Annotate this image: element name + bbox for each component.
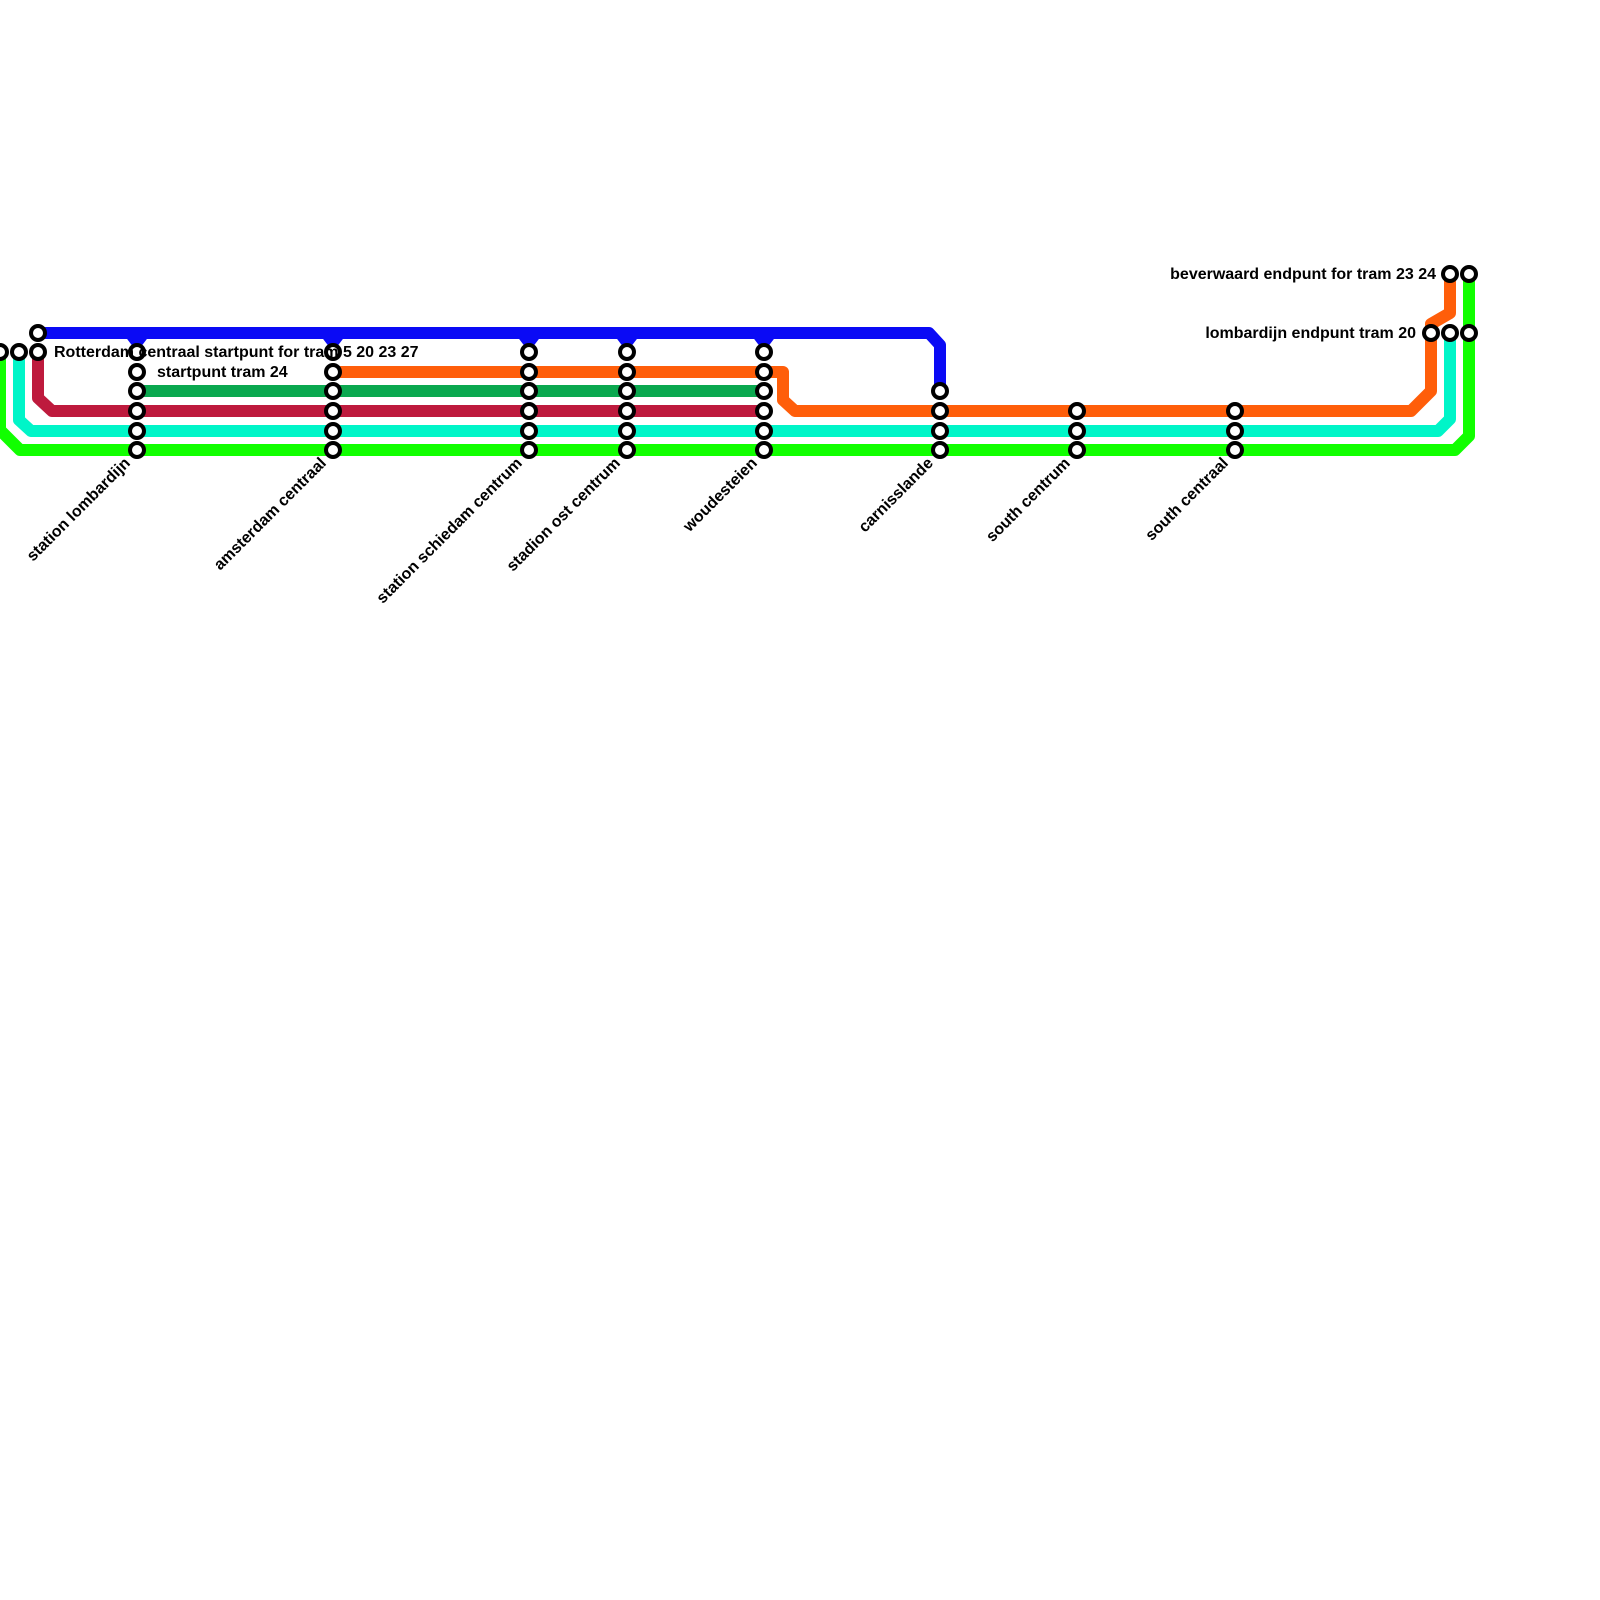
- terminal-label: lombardijn endpunt tram 20: [1205, 325, 1416, 342]
- station: [324, 441, 342, 459]
- lines: [0, 268, 1475, 456]
- station: [755, 402, 773, 420]
- line-blue: [32, 327, 946, 398]
- station: [324, 363, 342, 381]
- start-label: Rotterdam centraal startpunt for tram 5 …: [54, 344, 419, 361]
- station: [1068, 402, 1086, 420]
- start-label: startpunt tram 24: [157, 364, 288, 381]
- station: [1226, 402, 1244, 420]
- station: [1441, 324, 1459, 342]
- station: [1460, 324, 1478, 342]
- line-cyan: [13, 327, 1456, 437]
- station: [520, 343, 538, 361]
- station: [931, 441, 949, 459]
- station: [128, 402, 146, 420]
- station: [324, 422, 342, 440]
- station: [931, 422, 949, 440]
- station-label: carnisslande: [856, 455, 937, 536]
- station: [128, 382, 146, 400]
- station: [1068, 422, 1086, 440]
- station: [618, 402, 636, 420]
- station: [618, 343, 636, 361]
- station: [618, 363, 636, 381]
- station-label: stadion ost centrum: [504, 455, 624, 575]
- station: [1068, 441, 1086, 459]
- station-label: south centraal: [1142, 455, 1231, 544]
- station: [1441, 265, 1459, 283]
- station: [128, 441, 146, 459]
- station: [324, 402, 342, 420]
- station: [755, 343, 773, 361]
- station: [1422, 324, 1440, 342]
- station: [931, 402, 949, 420]
- station-label: amsterdam centraal: [211, 455, 330, 574]
- station: [520, 402, 538, 420]
- station-label: woudesteien: [680, 455, 761, 536]
- station: [29, 324, 47, 342]
- station: [128, 363, 146, 381]
- terminal-label: beverwaard endpunt for tram 23 24: [1170, 266, 1436, 283]
- station: [618, 382, 636, 400]
- station: [618, 422, 636, 440]
- station: [1226, 422, 1244, 440]
- station: [10, 343, 28, 361]
- station: [755, 422, 773, 440]
- station: [755, 441, 773, 459]
- station: [1226, 441, 1244, 459]
- station: [755, 382, 773, 400]
- station: [520, 382, 538, 400]
- station: [931, 382, 949, 400]
- station: [128, 422, 146, 440]
- station-labels: station lombardijn amsterdam centraal stat…: [24, 455, 1232, 607]
- station: [520, 441, 538, 459]
- station-label: station schiedam centrum: [374, 455, 526, 607]
- station: [324, 382, 342, 400]
- line-lime: [0, 268, 1475, 456]
- station: [324, 343, 342, 361]
- station: [1460, 265, 1478, 283]
- station-label: station lombardijn: [24, 455, 134, 565]
- station: [128, 343, 146, 361]
- line-crimson: [32, 346, 770, 417]
- station: [520, 422, 538, 440]
- line-orange: [327, 268, 1456, 417]
- station: [755, 363, 773, 381]
- station: [0, 343, 9, 361]
- station-label: south centrum: [983, 455, 1074, 546]
- line-blue-branches: [118, 327, 783, 352]
- station: [29, 343, 47, 361]
- station: [520, 363, 538, 381]
- stations: [0, 265, 1478, 459]
- station: [618, 441, 636, 459]
